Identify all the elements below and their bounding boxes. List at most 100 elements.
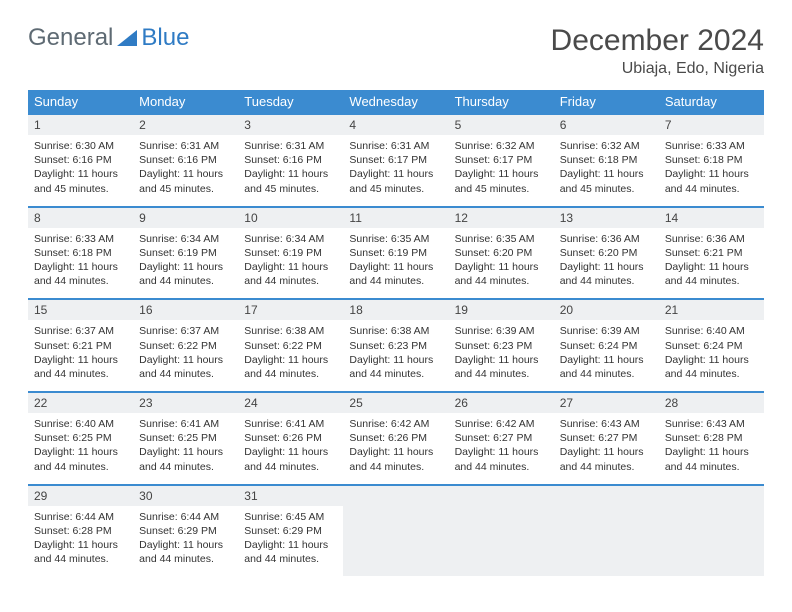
sunrise-text: Sunrise: 6:39 AM (455, 324, 548, 338)
day-number-cell: 28 (659, 392, 764, 413)
day-details: Sunrise: 6:43 AMSunset: 6:28 PMDaylight:… (665, 417, 758, 474)
daylight-text: and 44 minutes. (34, 552, 127, 566)
daylight-text: Daylight: 11 hours (244, 445, 337, 459)
daylight-text: Daylight: 11 hours (349, 353, 442, 367)
title-block: December 2024 Ubiaja, Edo, Nigeria (551, 24, 764, 78)
weekday-header: Sunday (28, 90, 133, 114)
weekday-header: Saturday (659, 90, 764, 114)
logo: General Blue (28, 24, 189, 52)
sunset-text: Sunset: 6:19 PM (244, 246, 337, 260)
daylight-text: and 44 minutes. (244, 367, 337, 381)
daylight-text: Daylight: 11 hours (455, 167, 548, 181)
day-details: Sunrise: 6:35 AMSunset: 6:19 PMDaylight:… (349, 232, 442, 289)
daylight-text: and 44 minutes. (560, 460, 653, 474)
daylight-text: Daylight: 11 hours (34, 353, 127, 367)
daylight-text: Daylight: 11 hours (139, 167, 232, 181)
daylight-text: and 44 minutes. (139, 367, 232, 381)
sunrise-text: Sunrise: 6:31 AM (349, 139, 442, 153)
day-body-cell: Sunrise: 6:31 AMSunset: 6:16 PMDaylight:… (238, 135, 343, 207)
day-details: Sunrise: 6:35 AMSunset: 6:20 PMDaylight:… (455, 232, 548, 289)
day-details: Sunrise: 6:33 AMSunset: 6:18 PMDaylight:… (34, 232, 127, 289)
day-details: Sunrise: 6:30 AMSunset: 6:16 PMDaylight:… (34, 139, 127, 196)
sunset-text: Sunset: 6:16 PM (244, 153, 337, 167)
calendar-page: General Blue December 2024 Ubiaja, Edo, … (0, 0, 792, 596)
daylight-text: and 44 minutes. (34, 460, 127, 474)
day-number-cell: 21 (659, 299, 764, 320)
daylight-text: and 44 minutes. (665, 182, 758, 196)
sunset-text: Sunset: 6:21 PM (34, 339, 127, 353)
logo-sail-icon (115, 28, 139, 48)
day-body-cell: Sunrise: 6:35 AMSunset: 6:20 PMDaylight:… (449, 228, 554, 300)
daylight-text: Daylight: 11 hours (34, 445, 127, 459)
weekday-header: Tuesday (238, 90, 343, 114)
day-body-cell (343, 506, 448, 577)
daylight-text: Daylight: 11 hours (244, 167, 337, 181)
daylight-text: and 45 minutes. (349, 182, 442, 196)
day-details: Sunrise: 6:44 AMSunset: 6:28 PMDaylight:… (34, 510, 127, 567)
day-number-cell: 11 (343, 207, 448, 228)
day-number-cell: 23 (133, 392, 238, 413)
day-number-cell: 30 (133, 485, 238, 506)
sunset-text: Sunset: 6:29 PM (244, 524, 337, 538)
day-details: Sunrise: 6:37 AMSunset: 6:21 PMDaylight:… (34, 324, 127, 381)
daylight-text: and 44 minutes. (34, 367, 127, 381)
day-details: Sunrise: 6:40 AMSunset: 6:25 PMDaylight:… (34, 417, 127, 474)
day-details: Sunrise: 6:34 AMSunset: 6:19 PMDaylight:… (139, 232, 232, 289)
daylight-text: and 44 minutes. (455, 274, 548, 288)
sunset-text: Sunset: 6:20 PM (455, 246, 548, 260)
daylight-text: and 45 minutes. (560, 182, 653, 196)
sunset-text: Sunset: 6:16 PM (139, 153, 232, 167)
sunrise-text: Sunrise: 6:32 AM (560, 139, 653, 153)
sunrise-text: Sunrise: 6:34 AM (139, 232, 232, 246)
day-body-cell: Sunrise: 6:41 AMSunset: 6:26 PMDaylight:… (238, 413, 343, 485)
daylight-text: Daylight: 11 hours (349, 260, 442, 274)
sunset-text: Sunset: 6:23 PM (349, 339, 442, 353)
daylight-text: Daylight: 11 hours (665, 167, 758, 181)
sunrise-text: Sunrise: 6:32 AM (455, 139, 548, 153)
location-label: Ubiaja, Edo, Nigeria (551, 60, 764, 78)
sunset-text: Sunset: 6:18 PM (34, 246, 127, 260)
daylight-text: and 44 minutes. (244, 274, 337, 288)
day-number-cell: 27 (554, 392, 659, 413)
daylight-text: Daylight: 11 hours (34, 167, 127, 181)
day-number-cell: 24 (238, 392, 343, 413)
day-number-cell (343, 485, 448, 506)
weekday-header: Monday (133, 90, 238, 114)
day-details: Sunrise: 6:39 AMSunset: 6:23 PMDaylight:… (455, 324, 548, 381)
sunrise-text: Sunrise: 6:45 AM (244, 510, 337, 524)
sunset-text: Sunset: 6:24 PM (665, 339, 758, 353)
month-title: December 2024 (551, 24, 764, 58)
day-number-row: 891011121314 (28, 207, 764, 228)
day-body-cell: Sunrise: 6:31 AMSunset: 6:17 PMDaylight:… (343, 135, 448, 207)
day-details: Sunrise: 6:41 AMSunset: 6:26 PMDaylight:… (244, 417, 337, 474)
day-body-cell: Sunrise: 6:37 AMSunset: 6:21 PMDaylight:… (28, 320, 133, 392)
day-number-row: 22232425262728 (28, 392, 764, 413)
daylight-text: Daylight: 11 hours (560, 445, 653, 459)
day-number-cell: 7 (659, 114, 764, 135)
daylight-text: and 45 minutes. (244, 182, 337, 196)
day-details: Sunrise: 6:33 AMSunset: 6:18 PMDaylight:… (665, 139, 758, 196)
day-body-cell: Sunrise: 6:30 AMSunset: 6:16 PMDaylight:… (28, 135, 133, 207)
daylight-text: Daylight: 11 hours (244, 353, 337, 367)
day-body-cell: Sunrise: 6:32 AMSunset: 6:18 PMDaylight:… (554, 135, 659, 207)
daylight-text: Daylight: 11 hours (34, 538, 127, 552)
day-details: Sunrise: 6:39 AMSunset: 6:24 PMDaylight:… (560, 324, 653, 381)
day-body-cell: Sunrise: 6:32 AMSunset: 6:17 PMDaylight:… (449, 135, 554, 207)
sunrise-text: Sunrise: 6:43 AM (665, 417, 758, 431)
sunrise-text: Sunrise: 6:44 AM (139, 510, 232, 524)
daylight-text: and 44 minutes. (349, 274, 442, 288)
daylight-text: and 45 minutes. (455, 182, 548, 196)
sunset-text: Sunset: 6:18 PM (560, 153, 653, 167)
day-body-cell: Sunrise: 6:33 AMSunset: 6:18 PMDaylight:… (28, 228, 133, 300)
daylight-text: Daylight: 11 hours (560, 167, 653, 181)
day-body-cell (449, 506, 554, 577)
day-details: Sunrise: 6:36 AMSunset: 6:20 PMDaylight:… (560, 232, 653, 289)
daylight-text: and 44 minutes. (455, 460, 548, 474)
sunset-text: Sunset: 6:22 PM (139, 339, 232, 353)
sunrise-text: Sunrise: 6:38 AM (244, 324, 337, 338)
day-details: Sunrise: 6:42 AMSunset: 6:26 PMDaylight:… (349, 417, 442, 474)
daylight-text: Daylight: 11 hours (349, 167, 442, 181)
day-number-cell: 17 (238, 299, 343, 320)
day-number-cell: 26 (449, 392, 554, 413)
day-body-cell: Sunrise: 6:42 AMSunset: 6:27 PMDaylight:… (449, 413, 554, 485)
